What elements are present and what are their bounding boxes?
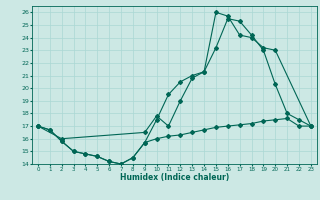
X-axis label: Humidex (Indice chaleur): Humidex (Indice chaleur) [120,173,229,182]
